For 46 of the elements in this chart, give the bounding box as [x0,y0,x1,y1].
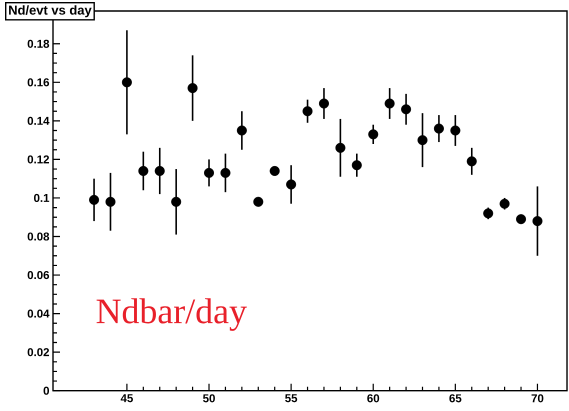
point [105,196,116,207]
point [516,214,526,224]
point [352,160,362,170]
point [418,135,428,146]
y-tick-label: 0.04 [28,310,50,318]
point [122,77,132,88]
point [89,194,100,205]
point [220,168,230,178]
point [401,104,412,114]
point [466,156,477,166]
point [450,125,460,136]
y-tick-label: 0.18 [28,40,50,48]
point [500,198,510,209]
point [302,106,313,116]
y-tick-label: 0 [44,386,50,395]
y-tick-label: 0.02 [28,348,50,356]
point [384,98,395,109]
y-tick-label: 0.16 [28,78,50,86]
point [286,179,296,190]
point [236,125,247,136]
point [171,196,182,207]
chart-title: Nd/evt vs day [9,5,92,18]
point [270,166,280,176]
annotation: Ndbar/day [96,298,247,331]
x-tick-label: 50 [203,394,215,402]
point [335,142,346,153]
point [138,166,148,176]
point [204,168,214,178]
y-tick-label: 0.1 [34,194,50,202]
x-tick-label: 60 [367,394,380,402]
x-tick-label: 55 [285,394,298,402]
point [532,216,542,226]
point [253,196,264,207]
x-tick-label: 45 [120,394,133,402]
point [318,98,329,109]
y-tick-label: 0.12 [28,155,50,164]
x-tick-label: 65 [449,394,462,402]
point [434,124,444,134]
point [188,83,198,94]
point [368,129,378,140]
point [483,208,494,218]
x-tick-label: 70 [532,394,544,402]
y-tick-label: 0.14 [28,116,50,125]
y-tick-label: 0.06 [28,271,50,280]
point [154,166,165,176]
y-tick-label: 0.08 [28,232,50,241]
